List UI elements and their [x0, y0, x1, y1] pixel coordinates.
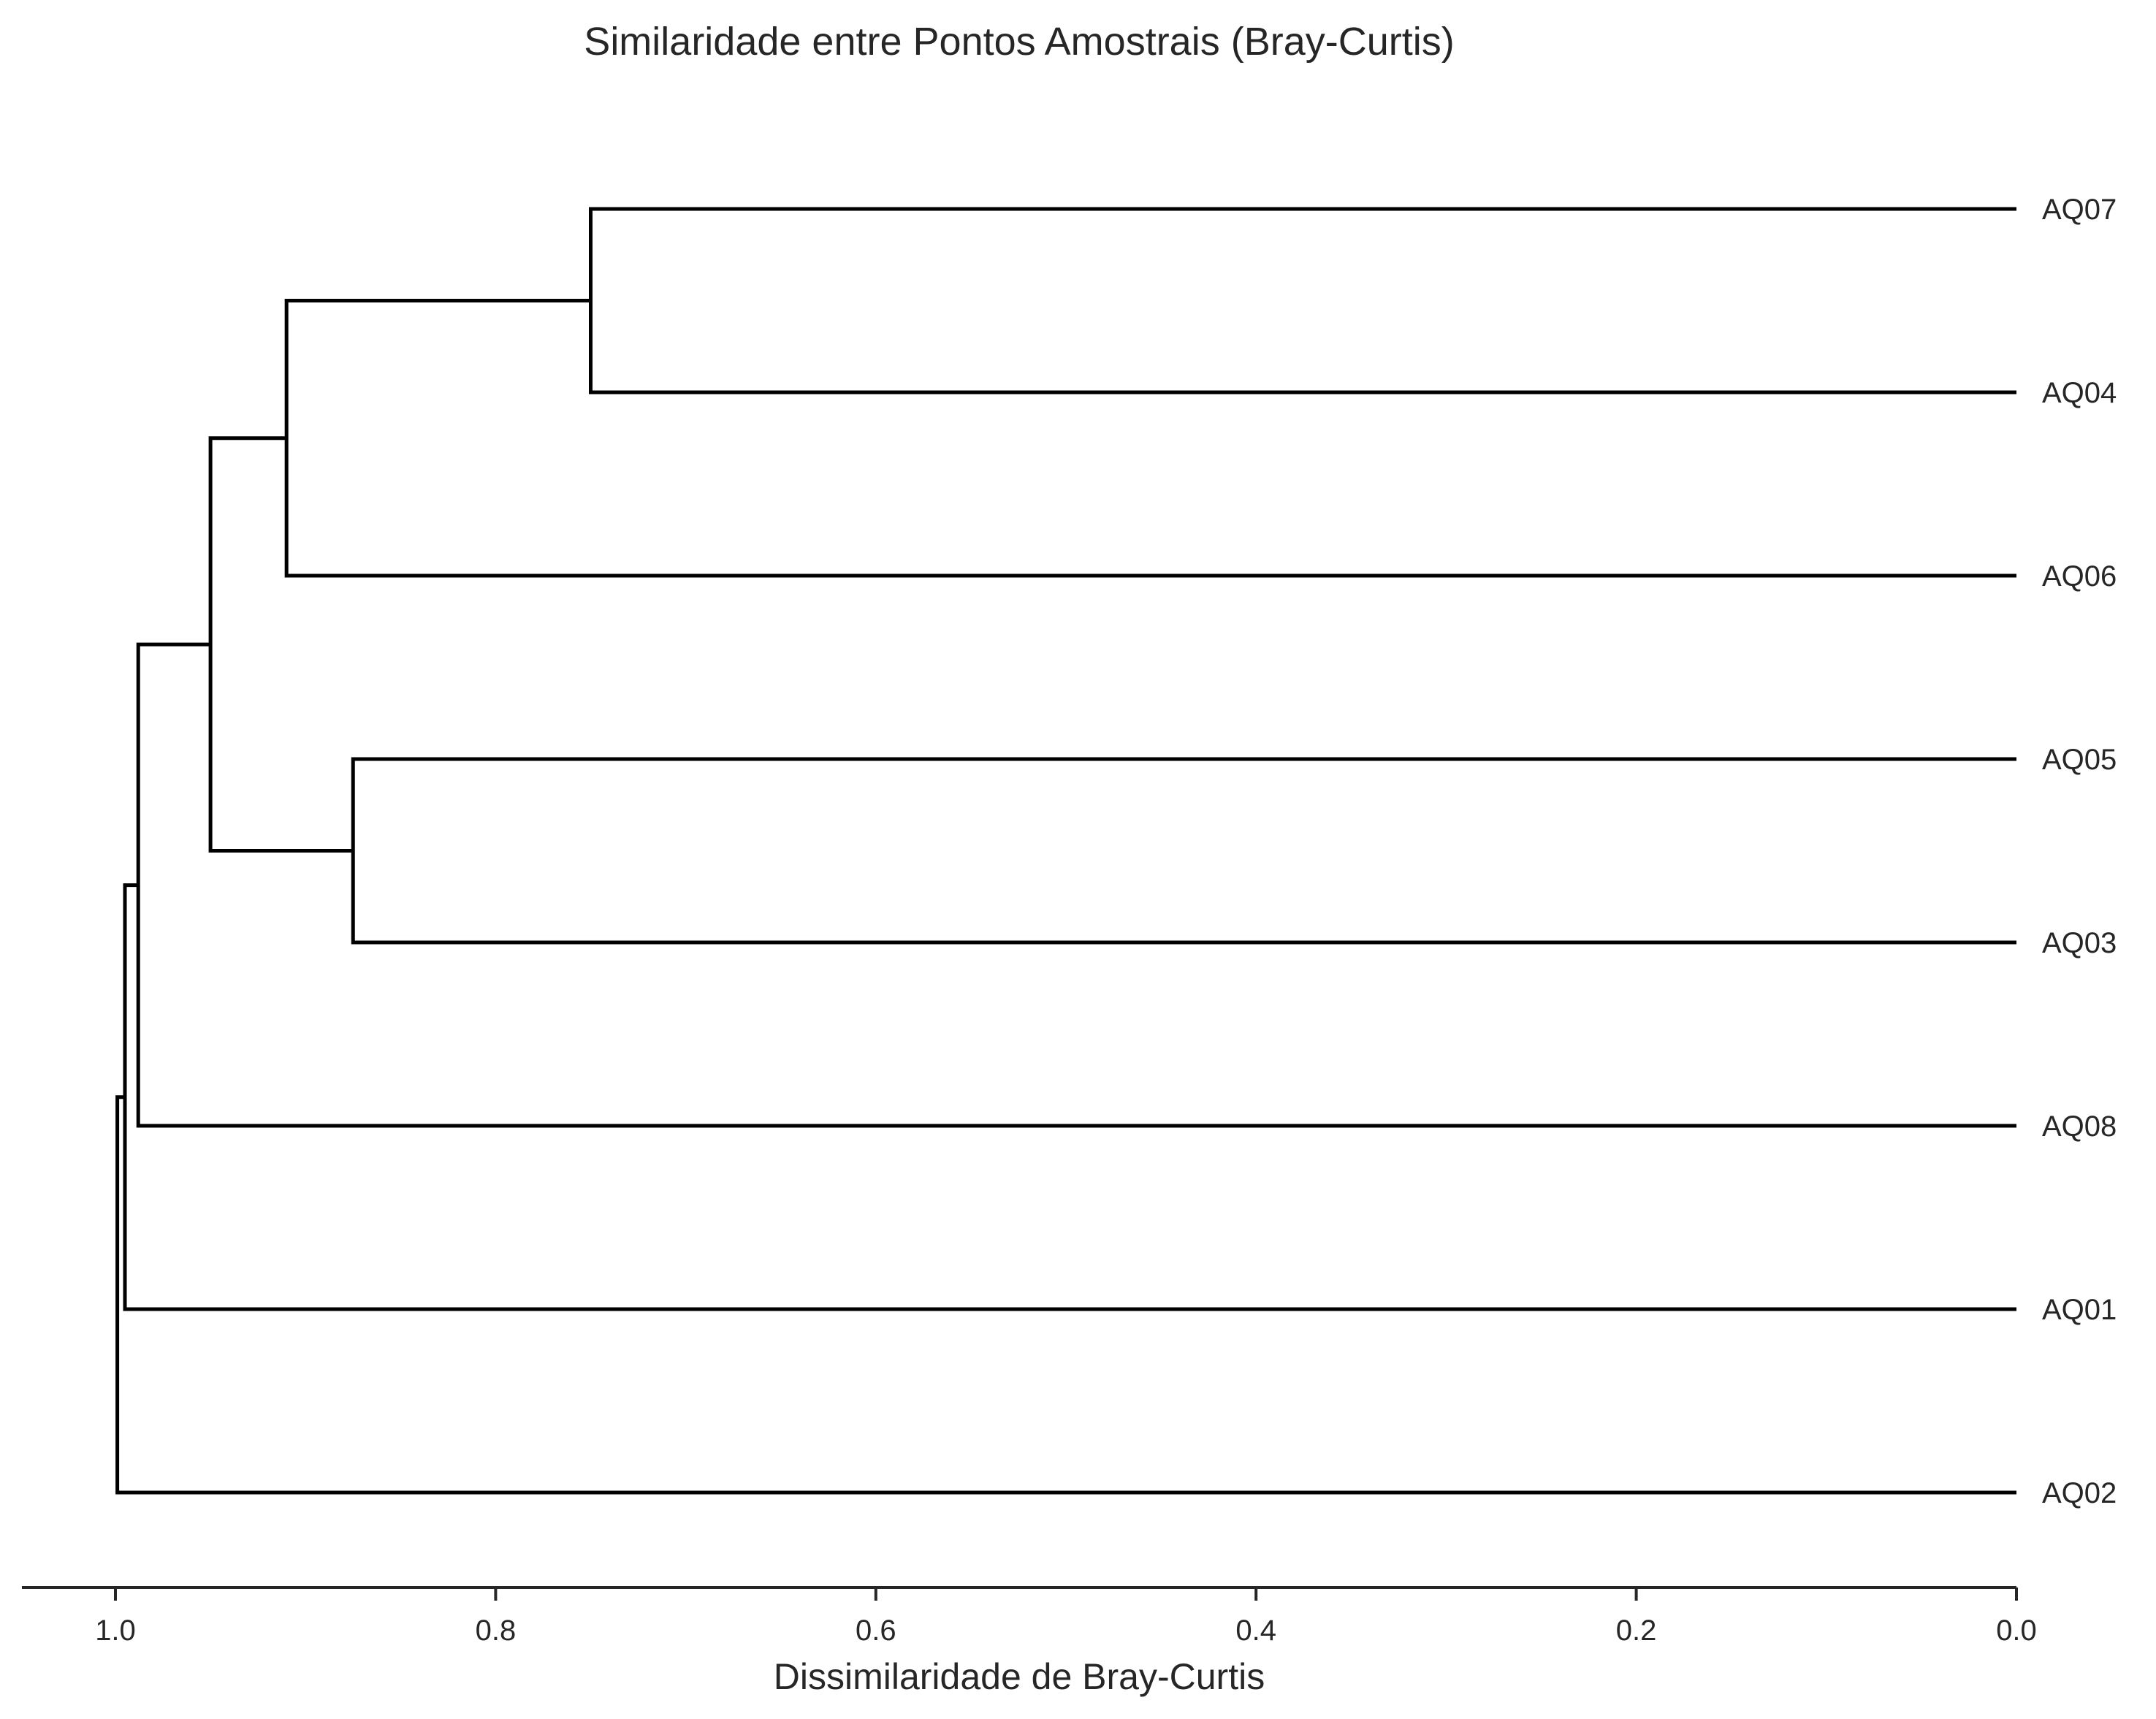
x-tick-label: 0.8 [476, 1615, 517, 1647]
x-axis: 1.0 0.8 0.6 0.4 0.2 0.0 [22, 1586, 2037, 1647]
dendrogram-link-c1 [589, 207, 2016, 395]
x-tick-label: 0.0 [1996, 1615, 2037, 1647]
leaf-label-aq05: AQ05 [2042, 744, 2117, 776]
x-tick-label: 0.6 [856, 1615, 896, 1647]
leaf-label-aq07: AQ07 [2042, 194, 2117, 226]
dendrogram-link-c5 [136, 642, 2016, 1128]
leaf-label-aq04: AQ04 [2042, 377, 2117, 409]
dendrogram-link-c2 [351, 757, 2016, 945]
leaf-labels: AQ07 AQ04 AQ06 AQ05 AQ03 AQ08 AQ01 AQ02 [2042, 194, 2117, 1509]
chart-title: Similaridade entre Pontos Amostrais (Bra… [584, 20, 1454, 64]
dendrogram-link-c4 [208, 436, 354, 853]
dendrogram-links [115, 207, 2016, 1495]
x-axis-label: Dissimilaridade de Bray-Curtis [774, 1656, 1265, 1697]
leaf-label-aq06: AQ06 [2042, 560, 2117, 592]
x-tick-label: 0.4 [1235, 1615, 1276, 1647]
leaf-label-aq03: AQ03 [2042, 927, 2117, 959]
x-tick-label: 1.0 [95, 1615, 136, 1647]
x-ticks: 1.0 0.8 0.6 0.4 0.2 0.0 [95, 1587, 2037, 1647]
leaf-label-aq01: AQ01 [2042, 1294, 2117, 1326]
dendrogram-link-c3 [284, 299, 2016, 578]
x-tick-label: 0.2 [1616, 1615, 1657, 1647]
dendrogram-link-c7 [115, 1095, 2016, 1495]
dendrogram-link-c6 [123, 883, 2016, 1311]
leaf-label-aq08: AQ08 [2042, 1110, 2117, 1143]
leaf-label-aq02: AQ02 [2042, 1477, 2117, 1509]
